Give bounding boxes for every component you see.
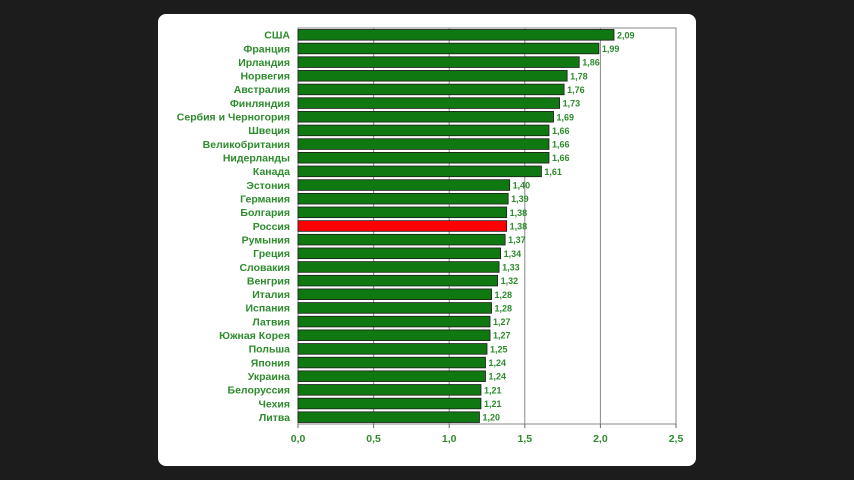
- bar: [297, 315, 491, 328]
- x-tick-label: 1,5: [517, 433, 532, 445]
- category-label: Ирландия: [238, 57, 290, 69]
- category-label: Италия: [252, 289, 290, 301]
- x-axis: 0,0 0,5 1,0 1,5 2,0 2,5: [291, 424, 684, 445]
- x-tick-label: 2,0: [593, 433, 608, 445]
- category-label: Япония: [251, 357, 290, 369]
- value-label: 1,66: [552, 153, 570, 163]
- bar: [297, 56, 580, 68]
- category-label: Румыния: [242, 234, 290, 246]
- bar: [297, 247, 502, 260]
- bar: [297, 233, 506, 246]
- category-label: Польша: [249, 344, 291, 356]
- value-label: 1,38: [510, 222, 528, 232]
- category-label: Нидерланды: [223, 153, 290, 165]
- value-label: 1,20: [482, 413, 500, 423]
- bar: [297, 29, 615, 41]
- value-label: 1,86: [582, 58, 600, 68]
- category-label: Греция: [253, 248, 290, 260]
- category-label: Испания: [246, 303, 291, 315]
- category-label: Украина: [248, 371, 290, 383]
- category-label: Швеция: [248, 125, 290, 137]
- category-label: Канада: [253, 166, 290, 178]
- value-label: 1,24: [488, 358, 506, 368]
- value-label: 1,66: [552, 126, 570, 136]
- category-label: Австралия: [234, 84, 290, 96]
- value-label: 1,27: [493, 331, 511, 341]
- category-label: Россия: [253, 221, 290, 233]
- value-label: 1,28: [495, 303, 513, 313]
- category-label: Болгария: [240, 207, 290, 219]
- bar: [297, 384, 482, 396]
- bar: [297, 124, 550, 137]
- category-label: США: [264, 30, 290, 42]
- bar: [297, 356, 486, 369]
- value-label: 1,34: [504, 249, 522, 259]
- value-label: 1,25: [490, 344, 508, 354]
- bar: [297, 274, 498, 287]
- bar: [297, 220, 508, 232]
- value-label: 1,37: [508, 235, 526, 245]
- value-label: 1,32: [501, 276, 519, 286]
- category-label: Германия: [240, 193, 290, 205]
- bar: [297, 111, 554, 123]
- bar: [297, 370, 486, 382]
- value-labels: 2,09 1,991,86 1,78 1,76 1,73 1,69 1,66 1,66 1,66…: [482, 30, 634, 422]
- value-label: 2,09: [617, 30, 635, 40]
- bar: [297, 343, 488, 355]
- bar: [297, 411, 480, 423]
- value-label: 1,28: [495, 290, 513, 300]
- value-label: 1,76: [567, 85, 585, 95]
- category-label: Литва: [259, 412, 290, 424]
- category-label: Франция: [243, 43, 290, 55]
- value-label: 1,39: [511, 194, 529, 204]
- category-label: Эстония: [246, 180, 290, 192]
- bar: [297, 206, 508, 219]
- value-label: 1,27: [493, 317, 511, 327]
- value-label: 1,69: [557, 112, 575, 122]
- bar: [297, 261, 500, 273]
- category-label: Латвия: [252, 316, 290, 328]
- bars: [297, 29, 615, 423]
- category-label: Белоруссия: [228, 385, 290, 397]
- bar: [297, 138, 550, 150]
- bar: [297, 179, 511, 191]
- category-label: Венгрия: [247, 275, 290, 287]
- value-label: 1,99: [602, 44, 620, 54]
- value-label: 1,66: [552, 140, 570, 150]
- bar: [297, 70, 568, 82]
- value-label: 1,38: [510, 208, 528, 218]
- category-label: Норвегия: [240, 71, 290, 83]
- bar: [297, 329, 491, 341]
- category-label: Великобритания: [203, 139, 290, 151]
- value-label: 1,24: [488, 372, 506, 382]
- x-tick-label: 2,5: [669, 433, 684, 445]
- bar: [297, 192, 509, 205]
- bar: [297, 151, 550, 164]
- bar: [297, 42, 600, 55]
- bar: [297, 288, 492, 301]
- x-tick-label: 1,0: [442, 433, 457, 445]
- category-label: Сербия и Черногория: [177, 112, 290, 124]
- bar: [297, 83, 565, 96]
- value-label: 1,33: [502, 262, 520, 272]
- bar: [297, 397, 482, 410]
- bar: [297, 165, 542, 178]
- category-label: Чехия: [259, 398, 291, 410]
- category-label: Финляндия: [230, 98, 290, 110]
- category-label: Словакия: [239, 262, 290, 274]
- value-label: 1,78: [570, 71, 588, 81]
- x-tick-label: 0,0: [291, 433, 306, 445]
- bar: [297, 97, 560, 109]
- value-label: 1,21: [484, 399, 502, 409]
- value-label: 1,21: [484, 385, 502, 395]
- x-tick-label: 0,5: [366, 433, 381, 445]
- value-label: 1,40: [513, 181, 531, 191]
- value-label: 1,73: [563, 99, 581, 109]
- bar: [297, 302, 492, 314]
- category-label: Южная Корея: [219, 330, 290, 342]
- value-label: 1,61: [544, 167, 562, 177]
